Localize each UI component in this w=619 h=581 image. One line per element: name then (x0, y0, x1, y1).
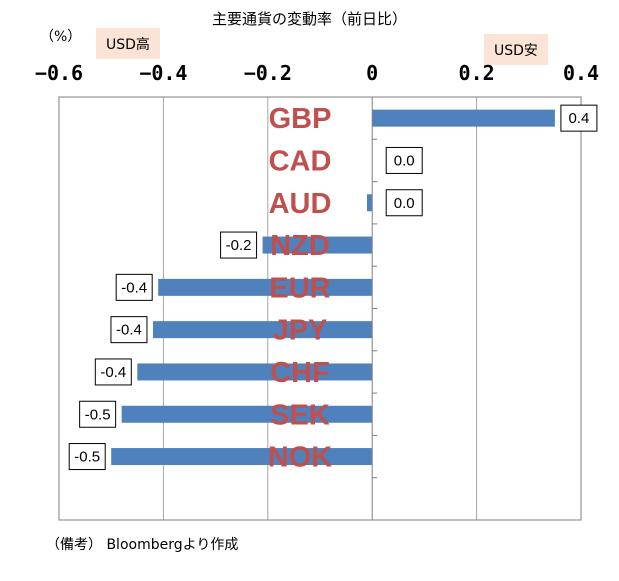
data-label-box (79, 400, 117, 428)
data-label-box (110, 316, 148, 344)
bar (158, 278, 373, 296)
category-label: CAD (269, 145, 332, 177)
data-label: 0.4 (568, 110, 589, 127)
category-label: EUR (269, 272, 330, 304)
x-tick-label: 0 (366, 61, 378, 85)
x-tick-label: −0.6 (35, 61, 83, 85)
chart-title: 主要通貨の変動率（前日比） (211, 10, 407, 28)
x-tick-label: −0.2 (244, 61, 292, 85)
data-label: -0.5 (74, 449, 100, 466)
data-label-box (385, 189, 423, 217)
unit-label: （%） (40, 29, 82, 45)
category-label: JPY (273, 315, 328, 347)
x-tick-label: −0.4 (139, 61, 187, 85)
bar (262, 236, 373, 254)
data-label: -0.5 (85, 406, 111, 423)
category-label: GBP (269, 103, 332, 135)
bar (121, 405, 373, 423)
category-label: NOK (268, 442, 333, 474)
category-label: CHF (270, 357, 330, 389)
bar (111, 448, 373, 466)
data-label-box (220, 231, 258, 259)
data-label: -0.4 (121, 279, 147, 296)
data-label: -0.4 (100, 364, 126, 381)
data-label: -0.4 (116, 322, 142, 339)
bar (372, 109, 555, 127)
data-label-box (68, 443, 106, 471)
x-tick-label: 0.4 (563, 61, 599, 85)
category-label: SEK (270, 399, 330, 431)
usd-high-label: USD高 (96, 28, 160, 59)
data-label-box (115, 273, 153, 301)
bar (152, 321, 373, 339)
data-label-box (560, 104, 598, 132)
bar (366, 194, 373, 212)
plot-frame (58, 96, 582, 521)
source-note: （備考） Bloombergより作成 (46, 537, 239, 553)
x-tick-label: 0.2 (459, 61, 495, 85)
data-label: 0.0 (394, 195, 415, 212)
data-label: -0.2 (226, 237, 252, 254)
data-label-box (94, 358, 132, 386)
bar (137, 363, 373, 381)
category-label: NZD (270, 230, 330, 262)
usd-low-label: USD安 (484, 34, 548, 65)
category-label: AUD (269, 188, 332, 220)
data-label-box (385, 146, 423, 174)
data-label: 0.0 (394, 152, 415, 169)
